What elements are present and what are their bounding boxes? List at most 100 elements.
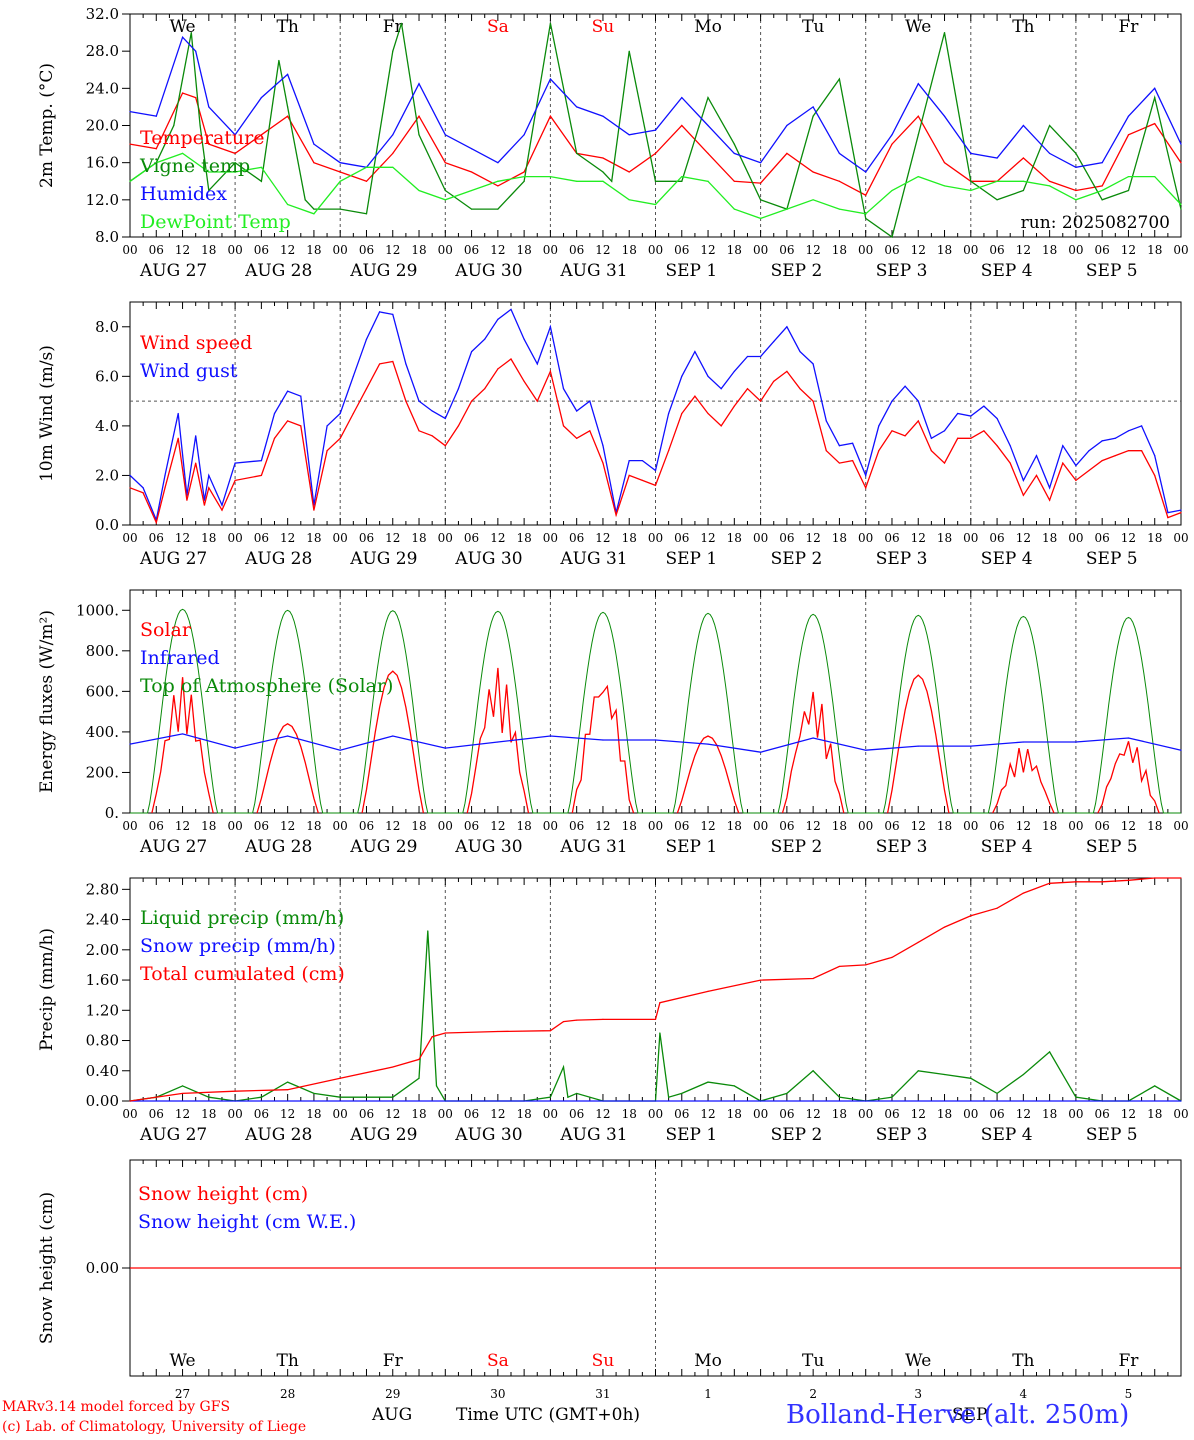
data-point [1009,445,1011,447]
data-point [1075,189,1077,192]
day-number-label: 28 [280,1387,295,1401]
data-point [668,412,670,415]
hour-tick-label: 00 [963,243,978,257]
data-point [562,425,565,427]
data-point [786,326,788,328]
hour-tick-label: 18 [937,531,952,545]
data-point [694,395,696,397]
data-point [1127,134,1130,136]
data-point [668,1096,670,1098]
data-point [733,1085,735,1087]
hour-tick-label: 18 [622,819,637,833]
data-point [497,208,499,210]
data-point [1035,474,1038,477]
data-point [339,412,341,415]
data-point [155,148,157,150]
data-point [549,370,552,372]
data-point [510,308,512,311]
hour-tick-label: 00 [1173,243,1188,257]
data-point [260,180,262,182]
data-point [996,180,998,182]
hour-tick-label: 06 [149,531,164,545]
hour-tick-label: 00 [122,531,137,545]
data-point [996,907,998,909]
hour-tick-label: 12 [175,243,190,257]
hour-tick-label: 12 [595,243,610,257]
data-point [1180,509,1182,511]
data-point [208,1096,210,1098]
data-point [208,106,210,108]
hour-tick-label: 12 [806,531,821,545]
data-point [457,425,460,427]
data-point [470,208,473,210]
data-point [654,203,657,206]
y-tick-label: 24.0 [86,79,119,97]
data-point [418,189,420,192]
data-point [654,152,657,154]
data-point [181,1092,184,1095]
hour-tick-label: 12 [490,531,505,545]
hour-tick-label: 18 [937,819,952,833]
data-point [339,437,341,439]
toa-solar-day-curve [550,611,656,814]
data-point [1140,450,1143,452]
data-point [497,741,499,743]
data-point [891,1096,893,1098]
data-point [786,370,788,372]
hour-tick-label: 00 [543,819,558,833]
data-point [287,420,289,422]
data-point [1075,1096,1077,1098]
hour-tick-label: 06 [674,531,689,545]
data-point [1127,176,1130,178]
data-point [891,134,893,136]
data-point [707,180,709,182]
legend-entry: Temperature [140,127,264,149]
data-point [694,350,696,353]
hour-tick-label: 12 [806,1107,821,1121]
data-point [1075,166,1077,168]
weekday-label: Sa [487,17,509,37]
data-point [1022,180,1024,182]
data-point [444,1032,446,1034]
hour-tick-label: 18 [832,1107,847,1121]
data-point [549,115,552,117]
data-point [1180,1100,1182,1102]
data-point [392,134,394,136]
data-point [1075,464,1077,467]
y-axis-label: Precip (mm/h) [37,928,57,1051]
data-point [203,504,206,506]
data-point [181,36,184,38]
data-point [1022,1073,1024,1076]
data-point [155,115,157,117]
data-point [799,388,801,390]
hour-tick-label: 18 [1147,531,1162,545]
data-point [418,134,420,136]
date-label: AUG 30 [454,261,522,281]
data-point [405,400,407,402]
data-point [602,462,604,464]
hour-tick-label: 12 [806,243,821,257]
date-label: SEP 2 [771,837,823,857]
date-label: AUG 27 [139,837,207,857]
hour-tick-label: 06 [989,819,1004,833]
data-point [1140,425,1143,427]
data-point [234,747,236,749]
hour-tick-label: 18 [727,243,742,257]
data-point [1022,494,1024,496]
data-point [549,326,552,328]
data-point [786,124,788,127]
data-point [707,743,709,745]
data-point [746,355,749,358]
data-point [970,915,972,917]
hour-tick-label: 00 [858,243,873,257]
y-tick-label: 800. [86,642,119,660]
data-point [589,400,591,402]
toa-solar-day-curve [655,612,761,814]
data-point [865,749,867,751]
data-point [523,176,525,178]
data-point [628,50,630,52]
hour-tick-label: 12 [175,1107,190,1121]
hour-tick-label: 12 [1121,243,1136,257]
data-point [164,474,166,477]
data-point [865,213,867,215]
